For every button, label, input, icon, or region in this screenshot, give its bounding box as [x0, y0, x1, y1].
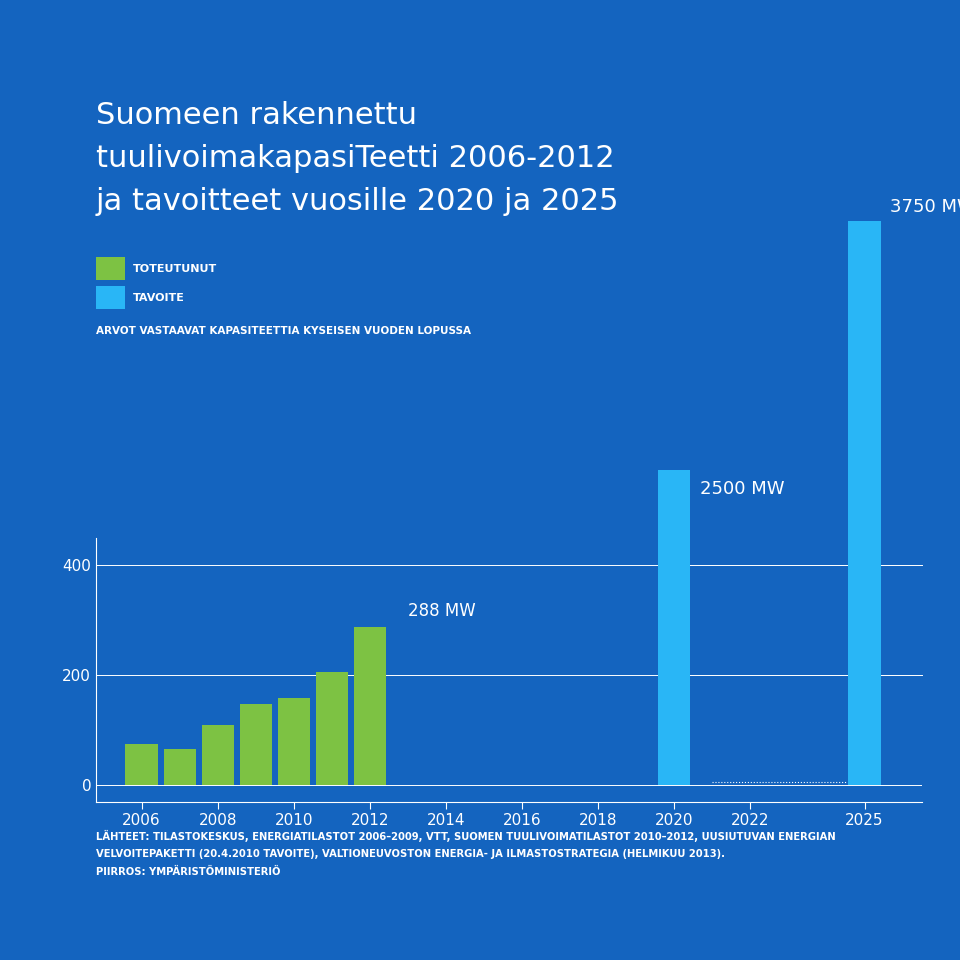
Bar	[277, 698, 310, 785]
Text: ARVOT VASTAAVAT KAPASITEETTIA KYSEISEN VUODEN LOPUSSA: ARVOT VASTAAVAT KAPASITEETTIA KYSEISEN V…	[96, 326, 471, 336]
Text: TAVOITE: TAVOITE	[132, 293, 184, 302]
Bar	[316, 672, 348, 785]
Bar	[354, 627, 386, 785]
Text: ja tavoitteet vuosille 2020 ja 2025: ja tavoitteet vuosille 2020 ja 2025	[96, 187, 619, 216]
Text: 3750 MW: 3750 MW	[890, 198, 960, 216]
Bar	[163, 750, 196, 785]
Text: 2500 MW: 2500 MW	[700, 480, 784, 498]
Text: TOTEUTUNUT: TOTEUTUNUT	[132, 264, 217, 274]
Text: Suomeen rakennettu: Suomeen rakennettu	[96, 101, 417, 130]
Text: VELVOITEPAKETTI (20.4.2010 TAVOITE), VALTIONEUVOSTON ENERGIA- JA ILMASTOSTRATEGI: VELVOITEPAKETTI (20.4.2010 TAVOITE), VAL…	[96, 850, 725, 859]
Bar	[202, 725, 234, 785]
Text: 288 MW: 288 MW	[408, 602, 476, 620]
Text: tuulivoimakapasiTeetti 2006-2012: tuulivoimakapasiTeetti 2006-2012	[96, 144, 614, 173]
Bar	[126, 744, 157, 785]
Text: PIIRROS: YMPÄRISTÖMINISTERIÖ: PIIRROS: YMPÄRISTÖMINISTERIÖ	[96, 867, 280, 876]
Bar	[240, 704, 272, 785]
Text: LÄHTEET: TILASTOKESKUS, ENERGIATILASTOT 2006–2009, VTT, SUOMEN TUULIVOIMATILASTO: LÄHTEET: TILASTOKESKUS, ENERGIATILASTOT …	[96, 830, 836, 842]
Bar	[659, 0, 690, 785]
Bar	[849, 0, 880, 785]
